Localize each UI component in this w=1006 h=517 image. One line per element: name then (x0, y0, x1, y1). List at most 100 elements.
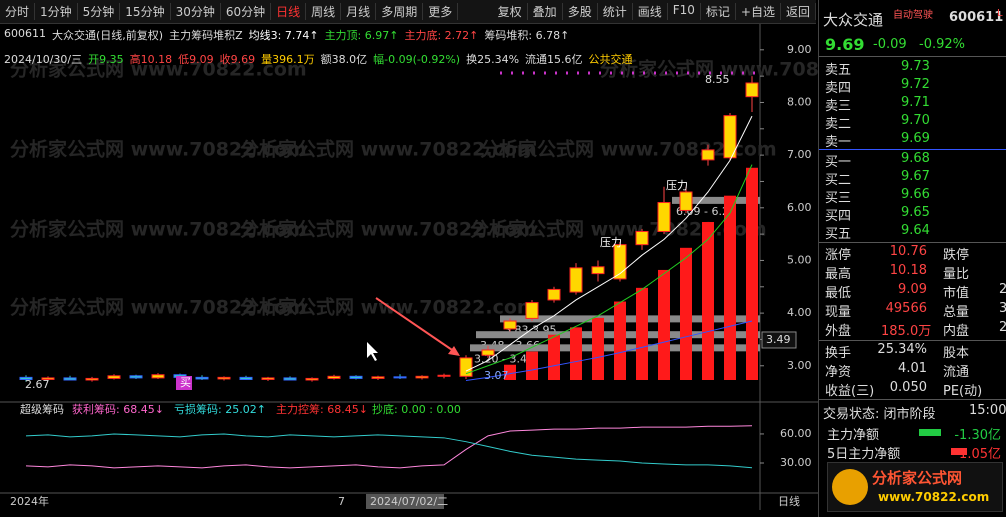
change-pct: -0.92% (919, 37, 965, 52)
candle-body (525, 302, 539, 319)
tool-button[interactable]: 复权 (493, 3, 528, 20)
y-tick-label: 6.00 (787, 201, 812, 214)
candle-body (327, 375, 341, 379)
tool-button[interactable]: F10 (668, 3, 701, 20)
period-tab[interactable]: 更多 (423, 3, 459, 20)
tool-button[interactable]: 多股 (563, 3, 598, 20)
bid-price: 9.66 (901, 187, 930, 202)
tool-button[interactable]: 返回 (781, 3, 816, 20)
tool-button[interactable]: 统计 (598, 3, 633, 20)
period-tab[interactable]: 日线 (271, 3, 307, 20)
candle-body (129, 375, 143, 379)
date-label: 日线 (778, 494, 800, 508)
chip-bar (614, 301, 626, 380)
candle-body (63, 377, 77, 381)
separator (819, 340, 1006, 341)
period-tab[interactable]: 分时 (0, 3, 36, 20)
info-item: 主力筹码堆积Z (169, 29, 243, 42)
ask-price: 9.70 (901, 113, 930, 128)
info-item: 公共交通 (588, 53, 633, 66)
moving-average (465, 320, 753, 382)
candle-body (85, 377, 99, 381)
candle-body (437, 374, 451, 377)
bid-price: 9.68 (901, 151, 930, 166)
ask-label: 卖四 (825, 81, 852, 96)
chip-bar (526, 351, 538, 380)
price-marker (761, 331, 797, 349)
flow-bar (919, 429, 941, 436)
stat-value: 4.01 (898, 361, 927, 376)
watermark: 分析家公式网 www.70822.com (470, 218, 767, 241)
bid-price: 9.67 (901, 169, 930, 184)
stat-value: 2 (999, 282, 1006, 297)
candle-body (107, 375, 121, 379)
logo-title: 分析家公式网 (872, 469, 963, 487)
stat-label: 股本 (943, 346, 970, 361)
bid-label: 买四 (825, 209, 852, 224)
logo-url: www.70822.com (878, 490, 990, 504)
change: -0.09 (873, 37, 907, 52)
stock-code: 600611 (949, 10, 1004, 25)
pointer-arrow (375, 297, 459, 355)
candle-body (393, 376, 407, 379)
bid-label: 买三 (825, 191, 852, 206)
info-item: 2024/10/30/三 (4, 53, 83, 66)
bid-label: 买二 (825, 173, 852, 188)
flow-bar (951, 448, 967, 455)
watermark: 分析家公式网 www.70822.com (240, 138, 537, 161)
period-tab[interactable]: 5分钟 (78, 3, 121, 20)
chart-annotation: 买 (180, 376, 191, 389)
period-tab[interactable]: 60分钟 (221, 3, 272, 20)
price-line: 2024/10/30/三 开9.35 高10.18 低9.09 收9.69 量396.1万… (4, 51, 633, 67)
buy-tag (176, 376, 192, 390)
chip-band (500, 315, 760, 323)
info-item: 均线3: 7.74↑ (248, 29, 319, 42)
bid-price: 9.64 (901, 223, 930, 238)
candle-body (305, 377, 319, 381)
stat-label: 收益(三) (825, 384, 875, 399)
tool-button[interactable]: 叠加 (528, 3, 563, 20)
info-item: 量396.1万 (261, 53, 315, 66)
stat-label: 流通 (943, 365, 970, 380)
period-tab[interactable]: 周线 (306, 3, 342, 20)
period-tab[interactable]: 15分钟 (120, 3, 171, 20)
watermark: 分析家公式网 www.70822.com (240, 218, 537, 241)
tool-button[interactable]: 标记 (701, 3, 736, 20)
stat-value: 3 (999, 301, 1006, 316)
flow-value: -1.30亿 (954, 428, 1001, 443)
flow-label: 5日主力净额 (827, 447, 901, 462)
tool-button[interactable]: 画线 (633, 3, 668, 20)
candle-body (613, 244, 627, 280)
info-item: 幅-0.09(-0.92%) (373, 53, 461, 66)
period-tab[interactable]: 月线 (341, 3, 377, 20)
info-item: 开9.35 (88, 53, 124, 66)
sub-legend: 亏损筹码: 25.02↑ (174, 402, 266, 416)
chart-annotation: 3.07 (484, 369, 509, 382)
candle-body (701, 149, 715, 161)
candle-body (349, 375, 363, 379)
stat-value: 10.18 (889, 263, 927, 278)
candle-body (547, 288, 561, 301)
stat-label: 内盘 (943, 324, 970, 339)
candle-body (569, 267, 583, 293)
candle-body (19, 376, 33, 380)
info-item: 流通15.6亿 (525, 53, 583, 66)
flow-label: 主力净额 (827, 428, 880, 443)
y-tick-label: 4.00 (787, 306, 812, 319)
last-price: 9.69 (825, 35, 865, 54)
bid-price: 9.65 (901, 205, 930, 220)
y-tick-label: 5.00 (787, 253, 812, 266)
sub-legend: 主力控筹: 68.45↓ (276, 402, 368, 416)
tool-button[interactable]: +自选 (736, 3, 781, 20)
y-tick-label: 9.00 (787, 43, 812, 56)
flow-value: 1.05亿 (959, 447, 1001, 462)
candle-body (283, 377, 297, 381)
period-tab[interactable]: 30分钟 (171, 3, 221, 20)
quote-panel: 大众交通 自动驾驶 600611 L 9.69 -0.09 -0.92% 卖五 9.73 卖四 9.… (818, 0, 1006, 517)
toolbar-right: 复权 叠加 多股 统计 画线 F10 标记 +自选 返回 (493, 3, 816, 20)
stat-label: 涨停 (825, 248, 852, 263)
period-tab[interactable]: 多周期 (376, 3, 424, 20)
mouse-cursor (367, 342, 378, 361)
period-tab[interactable]: 1分钟 (35, 3, 78, 20)
